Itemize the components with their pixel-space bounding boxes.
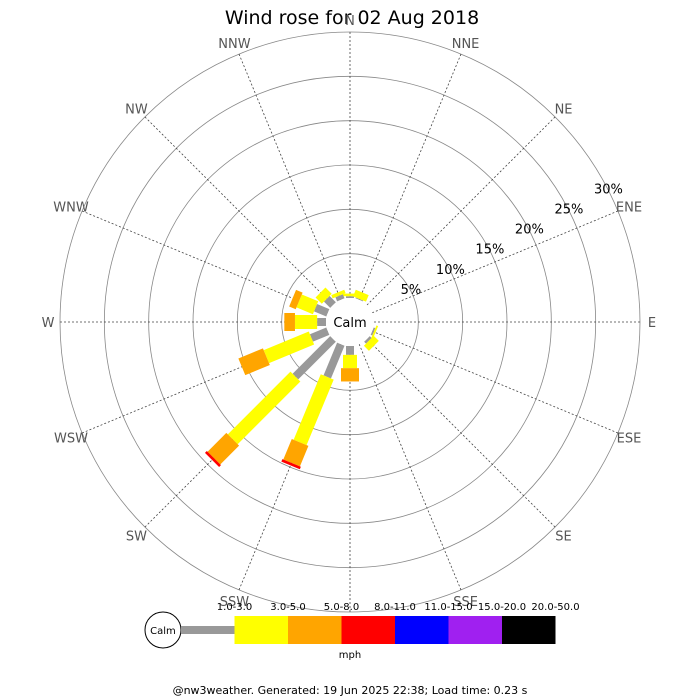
- legend-swatch-5: [395, 616, 449, 644]
- spoke-se: [366, 338, 556, 528]
- bar-nw-bin1: [323, 295, 336, 308]
- bar-nw-bin2: [315, 287, 332, 304]
- radial-tick-10: 10%: [436, 263, 465, 278]
- legend-label-7: 20.0-50.0: [531, 602, 579, 613]
- direction-label-ne: NE: [555, 102, 573, 117]
- bar-wnw-bin1: [314, 304, 330, 317]
- speed-legend: Calm mph 1.0-3.0 3.0-5.0 5.0-8.0 8.0-11.0 11…: [144, 602, 580, 661]
- spoke-wnw: [81, 210, 328, 314]
- legend-swatch-6: [448, 616, 502, 644]
- spoke-nnw: [238, 53, 342, 300]
- spoke-sse: [358, 344, 462, 591]
- bar-sw-bin1: [292, 336, 336, 380]
- bar-n-bin2: [343, 293, 357, 297]
- wind-bars: [204, 287, 379, 470]
- bar-s-bin3: [341, 368, 359, 382]
- bar-wnw-bin2: [296, 294, 319, 315]
- bar-wnw-bin3: [289, 289, 303, 310]
- spoke-nw: [144, 116, 334, 306]
- bar-sw-bin2: [227, 371, 301, 445]
- legend-label-5: 11.0-15.0: [424, 602, 472, 613]
- legend-swatch-3: [288, 616, 342, 644]
- direction-label-wsw: WSW: [54, 432, 88, 447]
- bar-wsw-bin1: [309, 327, 330, 342]
- bar-s-bin2: [343, 354, 357, 369]
- calm-circle: [326, 298, 374, 346]
- bar-wsw-bin2: [263, 331, 315, 364]
- calm-label: Calm: [333, 316, 366, 331]
- bar-sw-bin3: [207, 432, 240, 465]
- legend-label-4: 8.0-11.0: [374, 602, 416, 613]
- spoke-ene: [372, 210, 619, 314]
- radial-tick-5: 5%: [401, 283, 422, 298]
- bar-nne-bin1: [355, 297, 364, 302]
- radial-tick-25: 25%: [554, 202, 583, 217]
- bar-nnw-bin1: [335, 294, 345, 302]
- bar-wsw-bin3: [238, 348, 270, 376]
- bar-ese-bin1: [370, 327, 376, 336]
- direction-label-nne: NNE: [452, 37, 480, 52]
- bar-ssw-bin3: [283, 439, 309, 467]
- direction-label-n: N: [345, 14, 355, 29]
- legend-swatch-4: [341, 616, 395, 644]
- legend-label-2: 3.0-5.0: [270, 602, 305, 613]
- legend-label-1: 1.0-3.0: [217, 602, 252, 613]
- radial-tick-30: 30%: [594, 182, 623, 197]
- direction-label-sw: SW: [126, 530, 147, 545]
- bar-n-bin1: [346, 296, 354, 298]
- legend-swatch-2: [234, 616, 288, 644]
- direction-label-ssw: SSW: [220, 595, 250, 610]
- legend-swatch-1: [181, 626, 235, 634]
- spoke-nne: [358, 53, 462, 300]
- legend-label-3: 5.0-8.0: [324, 602, 359, 613]
- legend-label-6: 15.0-20.0: [478, 602, 526, 613]
- bar-ese-bin2: [371, 325, 379, 340]
- radial-tick-15: 15%: [475, 243, 504, 258]
- chart-title: Wind rose for 02 Aug 2018: [225, 7, 479, 29]
- direction-label-e: E: [648, 316, 656, 331]
- spoke-ne: [366, 116, 556, 306]
- legend-calm-label: Calm: [150, 626, 176, 637]
- bar-w-bin3: [284, 313, 295, 331]
- direction-label-ene: ENE: [616, 200, 642, 215]
- legend-unit-label: mph: [339, 650, 361, 661]
- direction-label-nw: NW: [125, 102, 148, 117]
- radial-tick-20: 20%: [515, 223, 544, 238]
- direction-label-sse: SSE: [453, 595, 478, 610]
- footer-text: @nw3weather. Generated: 19 Jun 2025 22:3…: [173, 684, 528, 697]
- bar-ssw-bin4: [281, 459, 301, 470]
- direction-label-ese: ESE: [617, 432, 642, 447]
- bar-s-bin1: [346, 346, 354, 355]
- bar-sw-bin4: [204, 451, 221, 468]
- bar-se-bin2: [363, 335, 379, 351]
- direction-label-wnw: WNW: [53, 200, 89, 215]
- bar-ssw-bin1: [323, 342, 345, 379]
- direction-label-w: W: [42, 316, 55, 331]
- direction-label-nnw: NNW: [218, 37, 250, 52]
- bar-ssw-bin2: [293, 374, 334, 446]
- bar-w-bin2: [294, 315, 318, 329]
- bar-w-bin1: [317, 318, 327, 326]
- legend-swatch-7: [502, 616, 556, 644]
- bar-nnw-bin2: [331, 289, 346, 299]
- spoke-ese: [372, 330, 619, 434]
- bar-nne-bin2: [353, 289, 369, 302]
- polar-grid: [59, 31, 641, 613]
- direction-label-se: SE: [555, 530, 571, 545]
- radial-tick-labels: 5% 10% 15% 20% 25% 30%: [401, 182, 623, 298]
- bar-se-bin1: [364, 336, 372, 344]
